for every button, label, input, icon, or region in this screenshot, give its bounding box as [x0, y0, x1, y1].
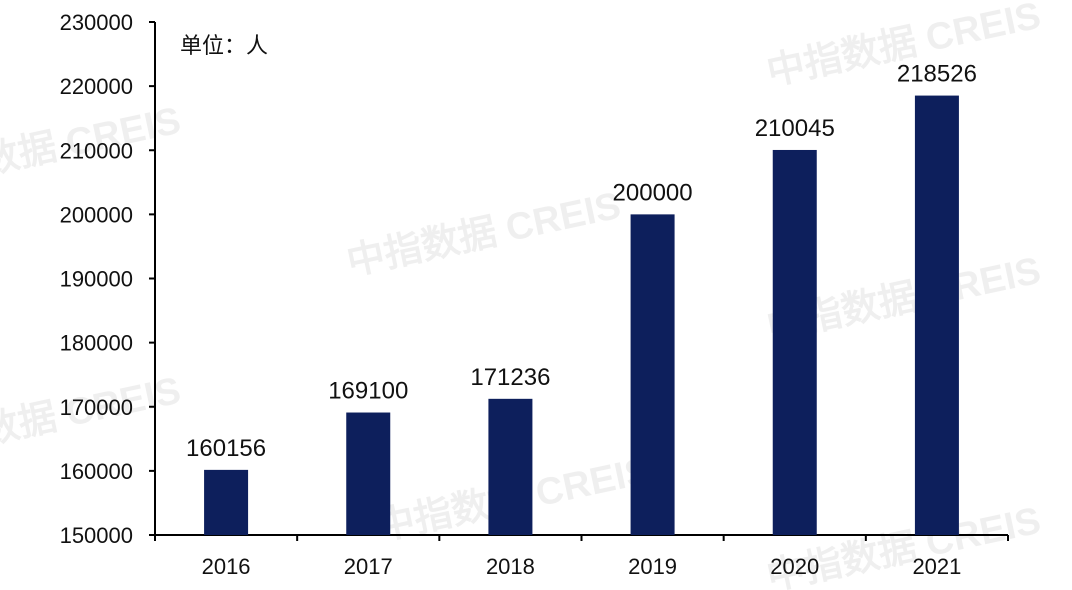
x-tick-label-2021: 2021 — [912, 554, 961, 579]
data-label-2019: 200000 — [613, 179, 693, 206]
x-tick-label-2020: 2020 — [770, 554, 819, 579]
y-tick-label: 170000 — [60, 395, 133, 420]
x-tick-label-2018: 2018 — [486, 554, 535, 579]
data-label-2016: 160156 — [186, 435, 266, 462]
bar-2018 — [488, 398, 533, 535]
x-tick-label-2019: 2019 — [628, 554, 677, 579]
data-label-2018: 171236 — [470, 364, 550, 391]
bar-2019 — [630, 214, 675, 535]
bar-2017 — [346, 412, 391, 535]
x-tick-label-2016: 2016 — [202, 554, 251, 579]
y-tick-label: 200000 — [60, 202, 133, 227]
bar-2021 — [914, 95, 959, 535]
x-tick-label-2017: 2017 — [344, 554, 393, 579]
y-tick-label: 150000 — [60, 523, 133, 548]
y-tick-label: 220000 — [60, 74, 133, 99]
unit-label: 单位：人 — [180, 33, 268, 58]
plot-layer: 150000 160000 170000 180000 190000 200000 2100… — [60, 10, 1009, 579]
y-tick-label: 190000 — [60, 267, 133, 292]
data-label-2020: 210045 — [755, 115, 835, 142]
data-label-2021: 218526 — [897, 61, 977, 88]
y-tick-label: 160000 — [60, 459, 133, 484]
y-tick-label: 210000 — [60, 138, 133, 163]
y-tick-label: 230000 — [60, 10, 133, 35]
bar-2016 — [204, 469, 249, 535]
data-label-2017: 169100 — [328, 378, 408, 405]
watermark-text: 中指数据 CREIS — [343, 185, 624, 284]
bar-2020 — [772, 149, 817, 536]
y-tick-label: 180000 — [60, 331, 133, 356]
